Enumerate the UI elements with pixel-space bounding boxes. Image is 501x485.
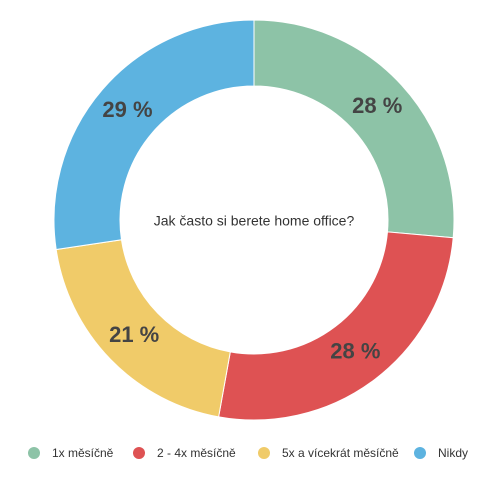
value-label: 29 % [102,97,152,122]
legend-label: 1x měsíčně [52,446,114,460]
legend-label: 5x a vícekrát měsíčně [282,446,399,460]
legend-marker [28,447,40,459]
legend-marker [258,447,270,459]
donut-segment [53,19,255,251]
chart-title: Jak často si berete home office? [154,213,355,229]
donut-segment [253,19,455,239]
legend-marker [414,447,426,459]
value-label: 28 % [352,93,402,118]
value-label: 21 % [109,322,159,347]
legend-marker [133,447,145,459]
donut-segment [218,231,454,421]
value-label: 28 % [330,339,380,364]
legend-label: 2 - 4x měsíčně [157,446,236,460]
legend-label: Nikdy [438,446,468,460]
